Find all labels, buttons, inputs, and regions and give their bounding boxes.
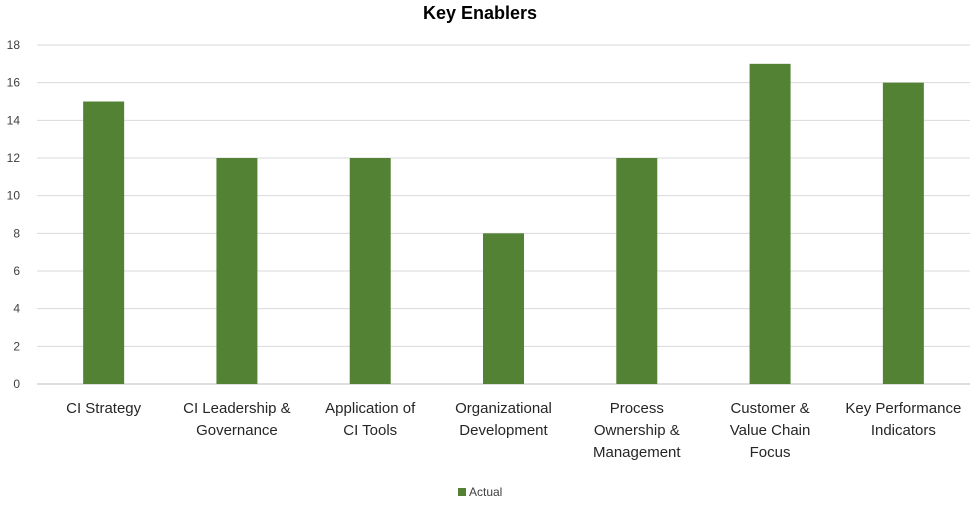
bar bbox=[483, 233, 524, 384]
y-tick-label: 14 bbox=[7, 113, 21, 127]
y-tick-label: 2 bbox=[13, 339, 20, 353]
x-tick-label: Process Ownership & Management bbox=[593, 400, 681, 461]
bar bbox=[216, 158, 258, 384]
x-tick-label: CI Leadership & Governance bbox=[183, 400, 291, 439]
x-tick-label: Application of CI Tools bbox=[325, 400, 416, 439]
y-tick-label: 16 bbox=[7, 76, 21, 90]
y-tick-label: 10 bbox=[7, 189, 21, 203]
chart-title: Key Enablers bbox=[423, 3, 537, 23]
x-tick-label: Key Performance Indicators bbox=[845, 400, 961, 439]
x-tick-label: Customer & Value Chain Focus bbox=[730, 400, 811, 461]
x-tick-label: Organizational Development bbox=[455, 400, 552, 439]
legend: Actual bbox=[458, 485, 502, 499]
y-tick-label: 8 bbox=[13, 226, 20, 240]
bar bbox=[349, 158, 391, 384]
bar bbox=[83, 101, 125, 384]
x-axis: CI Strategy CI Leadership & Governance Appl… bbox=[66, 400, 961, 461]
bar bbox=[749, 63, 791, 384]
bars bbox=[83, 63, 924, 385]
x-tick-label: CI Strategy bbox=[66, 400, 142, 417]
y-tick-label: 4 bbox=[13, 302, 20, 316]
y-tick-label: 0 bbox=[13, 377, 20, 391]
bar bbox=[616, 158, 658, 384]
bar bbox=[882, 82, 924, 385]
legend-label: Actual bbox=[469, 485, 502, 499]
y-tick-label: 18 bbox=[7, 38, 21, 52]
y-tick-label: 6 bbox=[13, 264, 20, 278]
y-axis: 0 2 4 6 8 10 12 14 16 18 bbox=[7, 38, 21, 391]
legend-swatch bbox=[458, 488, 466, 496]
y-tick-label: 12 bbox=[7, 151, 21, 165]
